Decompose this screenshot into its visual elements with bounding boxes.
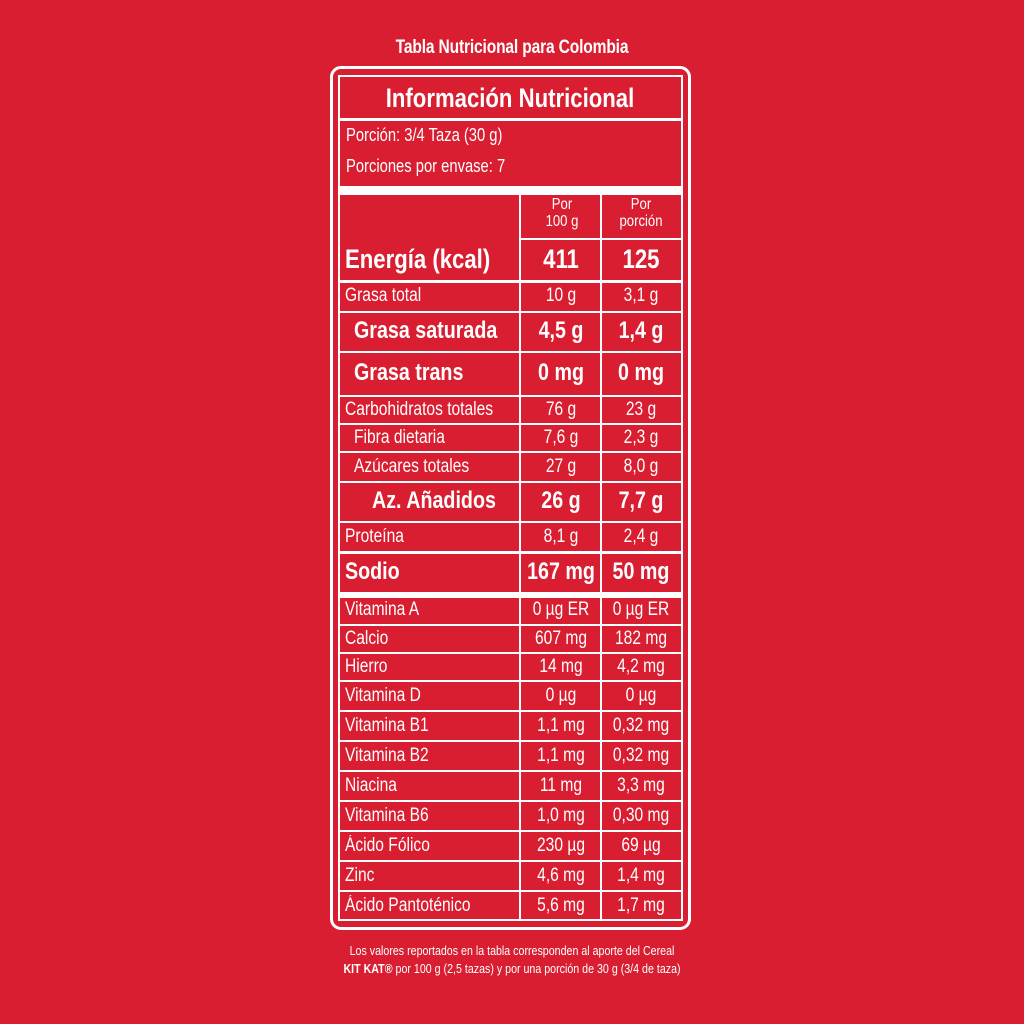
value-per-portion: 1,4 mg [617, 864, 665, 886]
nutrient-label: Ácido Pantoténico [345, 894, 471, 916]
value-per-portion: 7,7 g [618, 486, 664, 514]
portion-text: Porción: 3/4 Taza (30 g) [346, 125, 503, 145]
nutrient-label: Vitamina A [345, 598, 420, 620]
value-per-portion: 50 mg [612, 558, 670, 586]
value-per-portion: 1,7 mg [617, 894, 665, 916]
value-per-100g: 5,6 mg [537, 894, 585, 916]
row-divider [338, 521, 683, 523]
nutrient-label: Vitamina B1 [345, 714, 429, 736]
value-per-100g: 14 mg [539, 655, 583, 677]
value-per-portion: 0 µg ER [612, 598, 670, 620]
value-per-100g: 411 [543, 244, 579, 275]
value-per-100g: 1,1 mg [537, 744, 585, 766]
value-per-100g: 167 mg [527, 558, 595, 586]
value-per-100g: 230 µg [537, 834, 585, 856]
nutrient-label: Fibra dietaria [354, 426, 445, 448]
nutrient-label: Ácido Fólico [345, 834, 430, 856]
value-per-portion: 23 g [625, 398, 657, 420]
row-divider [338, 652, 683, 654]
row-divider [338, 395, 683, 397]
servings-text: Porciones por envase: 7 [346, 156, 506, 176]
row-divider [338, 351, 683, 353]
value-per-portion: 0,30 mg [612, 804, 670, 826]
value-per-portion: 69 µg [621, 834, 661, 856]
nutrient-label: Vitamina B6 [345, 804, 429, 826]
table-country-title: Tabla Nutricional para Colombia [395, 37, 629, 58]
value-per-100g: 1,1 mg [537, 714, 585, 736]
column-header-perportion: Por porción [619, 196, 663, 230]
value-per-100g: 607 mg [535, 627, 587, 649]
column-divider-right [600, 195, 602, 921]
value-per-100g: 1,0 mg [537, 804, 585, 826]
nutrient-label: Hierro [345, 655, 388, 677]
value-per-100g: 0 mg [538, 358, 584, 386]
value-per-portion: 0,32 mg [612, 714, 670, 736]
nutrient-label: Az. Añadidos [372, 486, 496, 514]
value-per-portion: 125 [622, 244, 660, 275]
footnote-line-1: Los valores reportados en la tabla corre… [349, 943, 675, 958]
value-per-100g: 4,5 g [538, 316, 584, 344]
row-divider [338, 830, 683, 832]
nutrient-label: Azúcares totales [354, 455, 470, 477]
row-divider [338, 770, 683, 772]
row-divider [338, 423, 683, 425]
row-divider [338, 710, 683, 712]
value-per-portion: 0 µg [625, 684, 657, 706]
brand-name: KIT KAT® [343, 961, 393, 976]
label-inner-frame [338, 75, 683, 921]
footnote-line-2: KIT KAT® por 100 g (2,5 tazas) y por una… [343, 961, 680, 977]
value-per-portion: 8,0 g [623, 455, 659, 477]
row-divider [338, 890, 683, 892]
row-divider [338, 624, 683, 626]
nutrient-label: Carbohidratos totales [345, 398, 494, 420]
row-divider [338, 551, 683, 554]
row-divider [338, 592, 683, 598]
nutrient-label: Calcio [345, 627, 389, 649]
value-per-100g: 0 µg [545, 684, 577, 706]
nutrient-label: Grasa saturada [354, 316, 498, 344]
value-per-100g: 8,1 g [543, 525, 579, 547]
value-per-portion: 182 mg [615, 627, 667, 649]
value-per-portion: 2,4 g [623, 525, 659, 547]
value-per-portion: 3,1 g [623, 285, 659, 307]
value-per-portion: 3,3 mg [617, 774, 665, 796]
row-divider [338, 740, 683, 742]
label-title: Información Nutricional [385, 83, 635, 113]
column-divider-left [519, 195, 521, 921]
value-per-100g: 4,6 mg [537, 864, 585, 886]
value-per-portion: 1,4 g [618, 316, 664, 344]
label-outer-frame [330, 66, 691, 930]
title-divider [338, 118, 683, 121]
row-divider [338, 680, 683, 682]
value-per-100g: 11 mg [539, 774, 583, 796]
row-divider [338, 860, 683, 862]
nutrient-label: Zinc [345, 864, 375, 886]
footnote-line-2-text: por 100 g (2,5 tazas) y por una porción … [392, 961, 681, 976]
value-per-100g: 0 µg ER [532, 598, 590, 620]
row-divider [338, 481, 683, 483]
row-divider [338, 311, 683, 313]
nutrient-label: Niacina [345, 774, 397, 796]
nutrient-label: Sodio [345, 558, 400, 586]
value-per-100g: 26 g [541, 486, 581, 514]
row-divider [338, 280, 683, 283]
column-header-per100: Por 100 g [545, 196, 579, 230]
value-per-100g: 76 g [545, 398, 577, 420]
value-per-portion: 0,32 mg [612, 744, 670, 766]
nutrient-label: Vitamina D [345, 684, 421, 706]
nutrient-label: Grasa trans [354, 358, 464, 386]
row-divider [338, 451, 683, 453]
value-per-100g: 7,6 g [543, 426, 579, 448]
nutrient-label: Proteína [345, 525, 404, 547]
nutrient-label: Energía (kcal) [345, 244, 491, 275]
nutrient-label: Vitamina B2 [345, 744, 429, 766]
value-per-portion: 2,3 g [623, 426, 659, 448]
value-per-portion: 4,2 mg [617, 655, 665, 677]
value-per-100g: 10 g [545, 285, 577, 307]
value-per-100g: 27 g [545, 455, 577, 477]
nutrient-label: Grasa total [345, 285, 422, 307]
value-per-portion: 0 mg [618, 358, 664, 386]
header-thick-divider [338, 186, 683, 195]
row-divider [338, 800, 683, 802]
